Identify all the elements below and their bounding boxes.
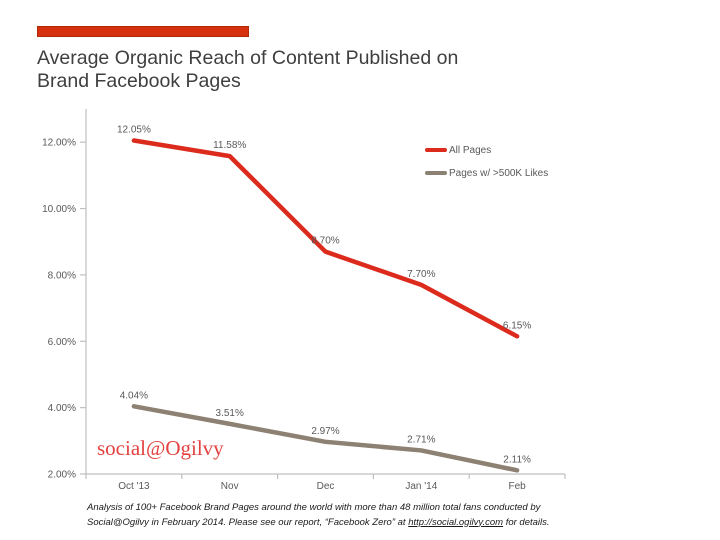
- legend-label-all-pages: All Pages: [449, 144, 492, 156]
- red-accent-bar: [37, 26, 249, 37]
- y-axis-tick-label: 6.00%: [48, 337, 76, 348]
- data-label: 6.15%: [503, 320, 531, 331]
- data-label: 2.97%: [311, 426, 339, 437]
- data-label: 7.70%: [407, 269, 435, 280]
- legend-item-500k-likes: Pages w/ >500K Likes: [425, 166, 548, 180]
- data-label: 8.70%: [311, 236, 339, 247]
- footnote-line1: Analysis of 100+ Facebook Brand Pages ar…: [87, 502, 541, 513]
- legend-swatch-500k-likes: [425, 170, 447, 176]
- legend-item-all-pages: All Pages: [425, 143, 548, 157]
- data-label: 11.58%: [213, 140, 246, 151]
- page-title-line2: Brand Facebook Pages: [37, 69, 241, 92]
- footnote: Analysis of 100+ Facebook Brand Pages ar…: [87, 501, 647, 530]
- series-line-pages-w-500k-likes: [131, 404, 520, 473]
- y-axis-tick-label: 10.00%: [42, 204, 76, 215]
- x-axis-category-label: Dec: [317, 481, 335, 492]
- data-label: 2.71%: [407, 434, 435, 445]
- x-axis-category-label: Jan '14: [405, 481, 437, 492]
- series-line-all-pages: [131, 138, 520, 339]
- footnote-line2-post: for details.: [503, 516, 550, 528]
- chart-legend: All Pages Pages w/ >500K Likes: [425, 143, 548, 189]
- x-axis-category-label: Nov: [221, 481, 239, 492]
- data-label: 12.05%: [117, 125, 151, 136]
- data-label: 3.51%: [216, 408, 244, 419]
- footnote-line2-pre: Social@Ogilvy in February 2014. Please s…: [87, 516, 409, 528]
- legend-swatch-all-pages: [425, 147, 447, 153]
- legend-label-500k-likes: Pages w/ >500K Likes: [449, 167, 549, 179]
- page-title-line1: Average Organic Reach of Content Publish…: [37, 47, 459, 69]
- page-title: Average Organic Reach of Content Publish…: [37, 47, 458, 92]
- y-axis-tick-label: 8.00%: [48, 270, 76, 281]
- y-axis-tick-label: 4.00%: [48, 403, 76, 414]
- data-label: 4.04%: [120, 390, 148, 401]
- x-axis-category-label: Feb: [508, 481, 526, 492]
- report-link[interactable]: http://social.ogilvy.com: [408, 516, 504, 528]
- social-ogilvy-watermark: social@Ogilvy: [97, 436, 224, 460]
- y-axis-tick-label: 2.00%: [48, 470, 76, 481]
- y-axis-tick-label: 12.00%: [42, 138, 76, 149]
- x-axis-category-label: Oct '13: [118, 481, 150, 492]
- data-label: 2.11%: [503, 454, 531, 465]
